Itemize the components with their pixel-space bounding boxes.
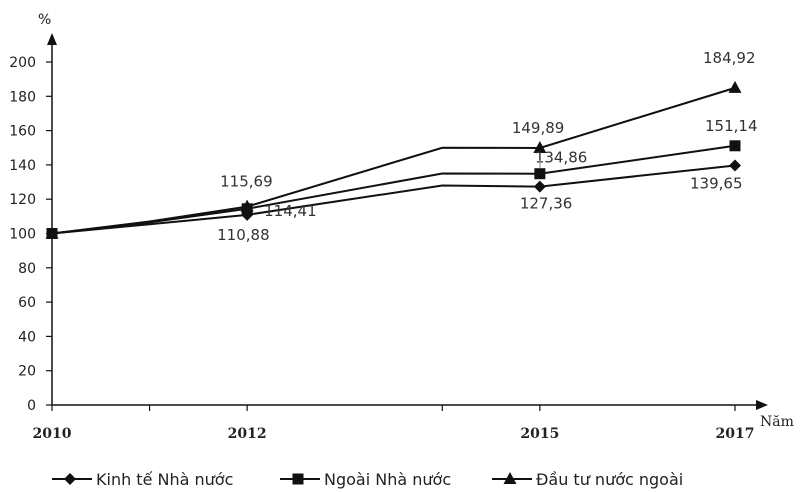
legend-item-label: Ngoài Nhà nước — [324, 470, 451, 489]
data-point-marker — [45, 226, 59, 239]
data-point-marker — [729, 159, 741, 172]
x-axis-label: Năm — [760, 414, 794, 430]
data-label: 134,86 — [535, 149, 588, 167]
series-line-1 — [51, 164, 736, 235]
data-label: 110,88 — [217, 226, 270, 244]
data-label: 139,65 — [690, 175, 743, 193]
y-tick-label: 60 — [18, 295, 36, 311]
y-tick-label: 120 — [9, 192, 36, 208]
y-tick-label: 40 — [18, 329, 36, 345]
x-tick-label: 2010 — [33, 426, 72, 442]
legend-marker — [64, 473, 76, 485]
y-tick-label: 200 — [9, 55, 36, 71]
legend-item-label: Đầu tư nước ngoài — [536, 470, 683, 489]
x-axis-arrow — [756, 400, 768, 410]
data-labels: 110,88 127,36 139,65 114,41 134,86 151,14 115,… — [217, 49, 757, 244]
series-line-3 — [51, 86, 736, 235]
y-ticks: 0 20 40 60 80 100 120 140 160 180 200 — [9, 55, 52, 414]
series-markers — [45, 80, 742, 240]
data-point-marker — [533, 180, 546, 193]
legend-item-label: Kinh tế Nhà nước — [96, 470, 233, 489]
axes: % Năm — [38, 12, 794, 430]
y-tick-label: 20 — [18, 364, 36, 380]
x-tick-label: 2012 — [228, 426, 267, 442]
data-point-marker — [533, 140, 547, 153]
y-tick-label: 0 — [27, 398, 36, 414]
data-label: 115,69 — [220, 173, 273, 191]
series-lines — [51, 86, 736, 235]
y-axis-arrow — [47, 33, 57, 45]
y-tick-label: 180 — [9, 89, 36, 105]
y-tick-label: 160 — [9, 124, 36, 140]
data-label: 127,36 — [520, 195, 573, 213]
y-tick-label: 100 — [9, 227, 36, 243]
legend-marker — [503, 472, 517, 484]
data-label: 149,89 — [512, 119, 565, 137]
data-point-marker — [728, 80, 742, 93]
data-point-marker — [240, 199, 254, 212]
y-tick-label: 80 — [18, 261, 36, 277]
data-label: 151,14 — [705, 117, 758, 135]
y-tick-label: 140 — [9, 158, 36, 174]
y-axis-label: % — [38, 12, 51, 28]
data-label: 114,41 — [264, 202, 317, 220]
legend: Kinh tế Nhà nước Ngoài Nhà nước Đầu tư nướ… — [52, 470, 683, 489]
legend-marker — [292, 473, 304, 485]
x-tick-label: 2015 — [520, 426, 559, 442]
data-label: 184,92 — [703, 49, 756, 67]
data-point-marker — [729, 140, 741, 152]
x-ticks: 2010 2012 2015 2017 — [33, 405, 755, 442]
data-point-marker — [534, 168, 546, 180]
x-tick-label: 2017 — [716, 426, 755, 442]
